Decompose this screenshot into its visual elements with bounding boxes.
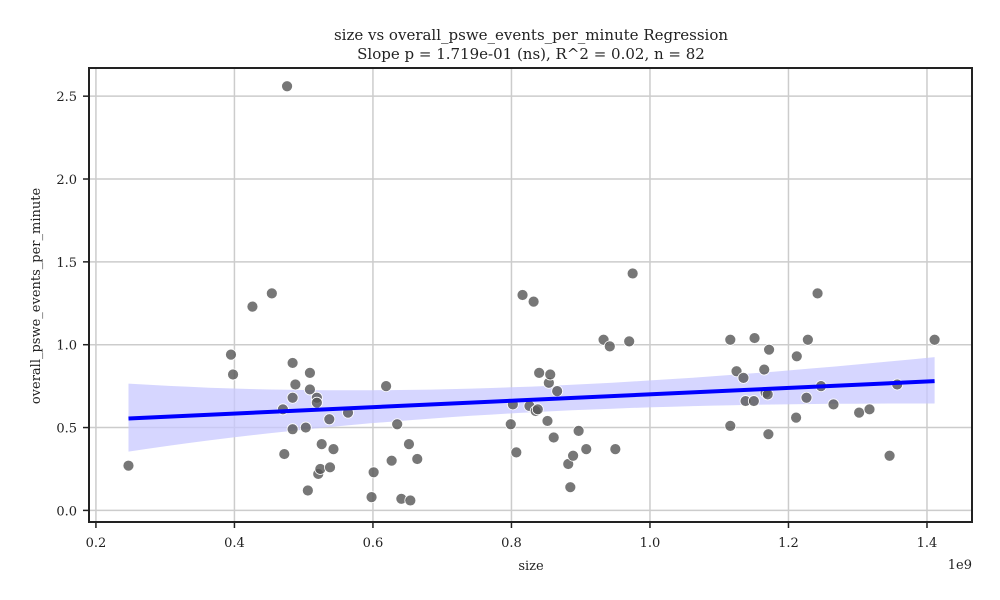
data-point	[304, 383, 316, 396]
x-axis-ticks: 0.2 0.4 0.6 0.8 1.0 1.2 1.4	[86, 522, 938, 551]
y-tick-label: 0.0	[56, 504, 77, 519]
data-point	[572, 424, 585, 437]
data-point	[603, 340, 616, 353]
data-point	[504, 418, 517, 431]
x-tick-label: 1.0	[640, 536, 661, 551]
data-point	[800, 391, 813, 404]
chart-title: size vs overall_pswe_events_per_minute R…	[334, 26, 728, 44]
x-tick-label: 0.4	[224, 536, 245, 551]
data-point	[380, 380, 393, 393]
data-point	[547, 431, 560, 444]
data-point	[367, 466, 380, 479]
data-point	[365, 491, 378, 504]
data-point	[289, 378, 302, 391]
data-point	[531, 403, 544, 416]
data-point	[265, 287, 278, 300]
data-point	[315, 438, 328, 451]
data-point	[227, 368, 239, 381]
data-point	[533, 366, 546, 379]
data-point	[580, 443, 593, 455]
y-tick-label: 1.0	[56, 339, 77, 354]
data-point	[551, 385, 564, 398]
y-axis-ticks: 0.0 0.5 1.0 1.5 2.0 2.5	[56, 90, 89, 519]
x-tick-label: 0.6	[363, 536, 384, 551]
data-point	[623, 335, 636, 348]
scatter-points	[122, 80, 941, 507]
plot-frame	[88, 67, 973, 523]
y-tick-label: 2.0	[56, 173, 77, 188]
data-point	[278, 448, 291, 460]
data-point	[748, 332, 761, 344]
x-tick-label: 0.8	[501, 536, 522, 551]
regression-line-path	[128, 379, 935, 421]
data-point	[304, 366, 316, 379]
data-point	[403, 438, 415, 451]
data-point	[385, 454, 398, 467]
data-point	[225, 348, 237, 361]
data-point	[314, 463, 327, 475]
data-point	[122, 459, 135, 472]
data-point	[853, 406, 866, 419]
y-axis-label: overall_pswe_events_per_minute	[29, 188, 44, 405]
data-point	[286, 423, 299, 436]
data-point	[790, 411, 802, 424]
y-tick-label: 2.5	[56, 90, 77, 105]
data-point	[286, 357, 299, 369]
data-point	[790, 350, 803, 363]
data-point	[510, 446, 523, 459]
x-axis-label: size	[518, 559, 544, 574]
data-point	[323, 413, 336, 426]
data-point	[609, 443, 622, 455]
x-tick-label: 0.2	[86, 536, 107, 551]
data-point	[626, 267, 639, 280]
regression-line	[128, 379, 935, 421]
data-point	[310, 396, 323, 409]
data-point	[411, 453, 424, 465]
data-point	[544, 368, 557, 381]
data-point	[724, 419, 737, 432]
data-point	[763, 343, 775, 356]
x-axis-offset-label: 1e9	[948, 558, 972, 573]
data-point	[811, 287, 824, 300]
data-point	[747, 395, 760, 407]
data-point	[391, 418, 404, 431]
data-point	[737, 371, 750, 384]
data-point	[827, 398, 840, 411]
data-point	[404, 494, 417, 507]
y-tick-label: 1.5	[56, 256, 77, 271]
data-point	[527, 295, 540, 308]
data-point	[327, 443, 340, 455]
data-point	[299, 421, 312, 434]
data-point	[801, 333, 814, 346]
grid	[89, 68, 972, 522]
data-point	[286, 391, 299, 404]
data-point	[883, 449, 896, 462]
data-point	[541, 415, 554, 427]
data-point	[324, 461, 336, 474]
data-point	[762, 428, 775, 441]
x-tick-label: 1.2	[778, 536, 799, 551]
y-tick-label: 0.5	[56, 422, 77, 437]
data-point	[758, 363, 771, 376]
data-point	[928, 333, 941, 346]
data-point	[281, 80, 293, 93]
x-tick-label: 1.4	[917, 536, 938, 551]
data-point	[516, 289, 529, 301]
data-point	[246, 300, 259, 313]
chart-subtitle: Slope p = 1.719e-01 (ns), R^2 = 0.02, n …	[357, 45, 705, 63]
data-point	[724, 333, 737, 346]
data-point	[301, 484, 314, 497]
data-point	[863, 403, 876, 416]
data-point	[567, 449, 579, 462]
data-point	[564, 481, 577, 494]
